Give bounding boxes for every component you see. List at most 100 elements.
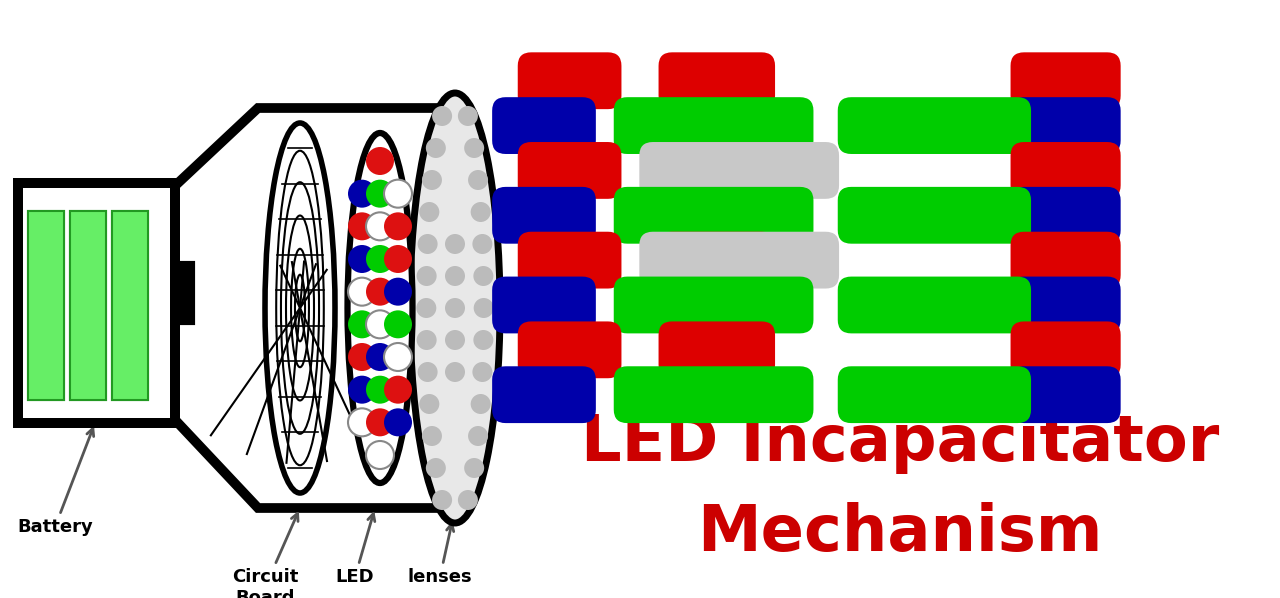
FancyBboxPatch shape	[113, 211, 148, 400]
Text: Circuit
Board: Circuit Board	[232, 513, 298, 598]
Circle shape	[384, 212, 412, 240]
Circle shape	[366, 179, 394, 208]
Circle shape	[468, 170, 488, 190]
Circle shape	[348, 277, 376, 306]
Circle shape	[468, 426, 488, 446]
Circle shape	[384, 277, 412, 306]
Text: Battery: Battery	[17, 429, 93, 536]
Circle shape	[348, 343, 376, 371]
Circle shape	[366, 441, 394, 469]
Circle shape	[366, 310, 394, 338]
FancyBboxPatch shape	[658, 53, 776, 109]
Circle shape	[445, 298, 465, 318]
Bar	[175, 263, 193, 323]
Bar	[18, 183, 175, 423]
FancyBboxPatch shape	[517, 322, 622, 379]
FancyBboxPatch shape	[70, 211, 106, 400]
Polygon shape	[18, 108, 462, 508]
FancyBboxPatch shape	[1010, 322, 1121, 379]
Bar	[18, 183, 175, 423]
Circle shape	[416, 330, 436, 350]
Circle shape	[445, 330, 465, 350]
Ellipse shape	[410, 93, 500, 523]
FancyBboxPatch shape	[492, 97, 596, 154]
Circle shape	[445, 234, 465, 254]
Text: LED Incapacitator: LED Incapacitator	[581, 412, 1219, 474]
Circle shape	[472, 362, 493, 382]
Circle shape	[416, 298, 436, 318]
Text: Mechanism: Mechanism	[698, 502, 1102, 564]
Circle shape	[420, 202, 439, 222]
Bar	[18, 183, 175, 423]
Circle shape	[471, 202, 490, 222]
FancyBboxPatch shape	[639, 142, 840, 199]
Circle shape	[384, 310, 412, 338]
Text: lenses: lenses	[408, 524, 472, 586]
Circle shape	[366, 408, 394, 437]
Circle shape	[417, 234, 438, 254]
Circle shape	[445, 266, 465, 286]
FancyBboxPatch shape	[28, 211, 64, 400]
FancyBboxPatch shape	[517, 53, 622, 109]
Circle shape	[348, 376, 376, 404]
FancyBboxPatch shape	[28, 211, 64, 400]
Circle shape	[348, 179, 376, 208]
Circle shape	[420, 394, 439, 414]
FancyBboxPatch shape	[613, 366, 814, 423]
FancyBboxPatch shape	[1010, 232, 1121, 289]
FancyBboxPatch shape	[639, 232, 840, 289]
FancyBboxPatch shape	[70, 211, 106, 400]
Circle shape	[348, 408, 376, 437]
Bar	[18, 183, 175, 423]
Circle shape	[474, 330, 493, 350]
FancyBboxPatch shape	[837, 276, 1032, 334]
Circle shape	[366, 376, 394, 404]
Ellipse shape	[347, 133, 412, 483]
Circle shape	[366, 343, 394, 371]
FancyBboxPatch shape	[113, 211, 148, 400]
FancyBboxPatch shape	[517, 142, 622, 199]
Circle shape	[348, 212, 376, 240]
Circle shape	[384, 408, 412, 437]
Circle shape	[426, 458, 445, 478]
FancyBboxPatch shape	[1010, 53, 1121, 109]
Circle shape	[471, 394, 490, 414]
FancyBboxPatch shape	[837, 366, 1032, 423]
Bar	[175, 263, 193, 318]
Circle shape	[422, 170, 442, 190]
Circle shape	[417, 362, 438, 382]
Circle shape	[384, 245, 412, 273]
FancyBboxPatch shape	[492, 187, 596, 244]
FancyBboxPatch shape	[613, 276, 814, 334]
FancyBboxPatch shape	[658, 232, 776, 289]
FancyBboxPatch shape	[613, 97, 814, 154]
Circle shape	[384, 179, 412, 208]
FancyBboxPatch shape	[658, 322, 776, 379]
Circle shape	[458, 106, 477, 126]
Circle shape	[458, 490, 477, 510]
Circle shape	[384, 376, 412, 404]
Ellipse shape	[265, 123, 335, 493]
Circle shape	[416, 266, 436, 286]
FancyBboxPatch shape	[517, 232, 622, 289]
Circle shape	[422, 426, 442, 446]
FancyBboxPatch shape	[492, 366, 596, 423]
Circle shape	[384, 343, 412, 371]
FancyBboxPatch shape	[1010, 366, 1121, 423]
FancyBboxPatch shape	[492, 276, 596, 334]
FancyBboxPatch shape	[1010, 276, 1121, 334]
Circle shape	[426, 138, 445, 158]
FancyBboxPatch shape	[613, 187, 814, 244]
Circle shape	[348, 245, 376, 273]
Circle shape	[465, 458, 484, 478]
Circle shape	[366, 147, 394, 175]
FancyBboxPatch shape	[1010, 97, 1121, 154]
FancyBboxPatch shape	[1010, 187, 1121, 244]
Circle shape	[445, 362, 465, 382]
FancyBboxPatch shape	[1010, 142, 1121, 199]
FancyBboxPatch shape	[837, 187, 1032, 244]
Circle shape	[366, 277, 394, 306]
Circle shape	[474, 298, 494, 318]
Circle shape	[472, 234, 493, 254]
FancyBboxPatch shape	[658, 142, 776, 199]
